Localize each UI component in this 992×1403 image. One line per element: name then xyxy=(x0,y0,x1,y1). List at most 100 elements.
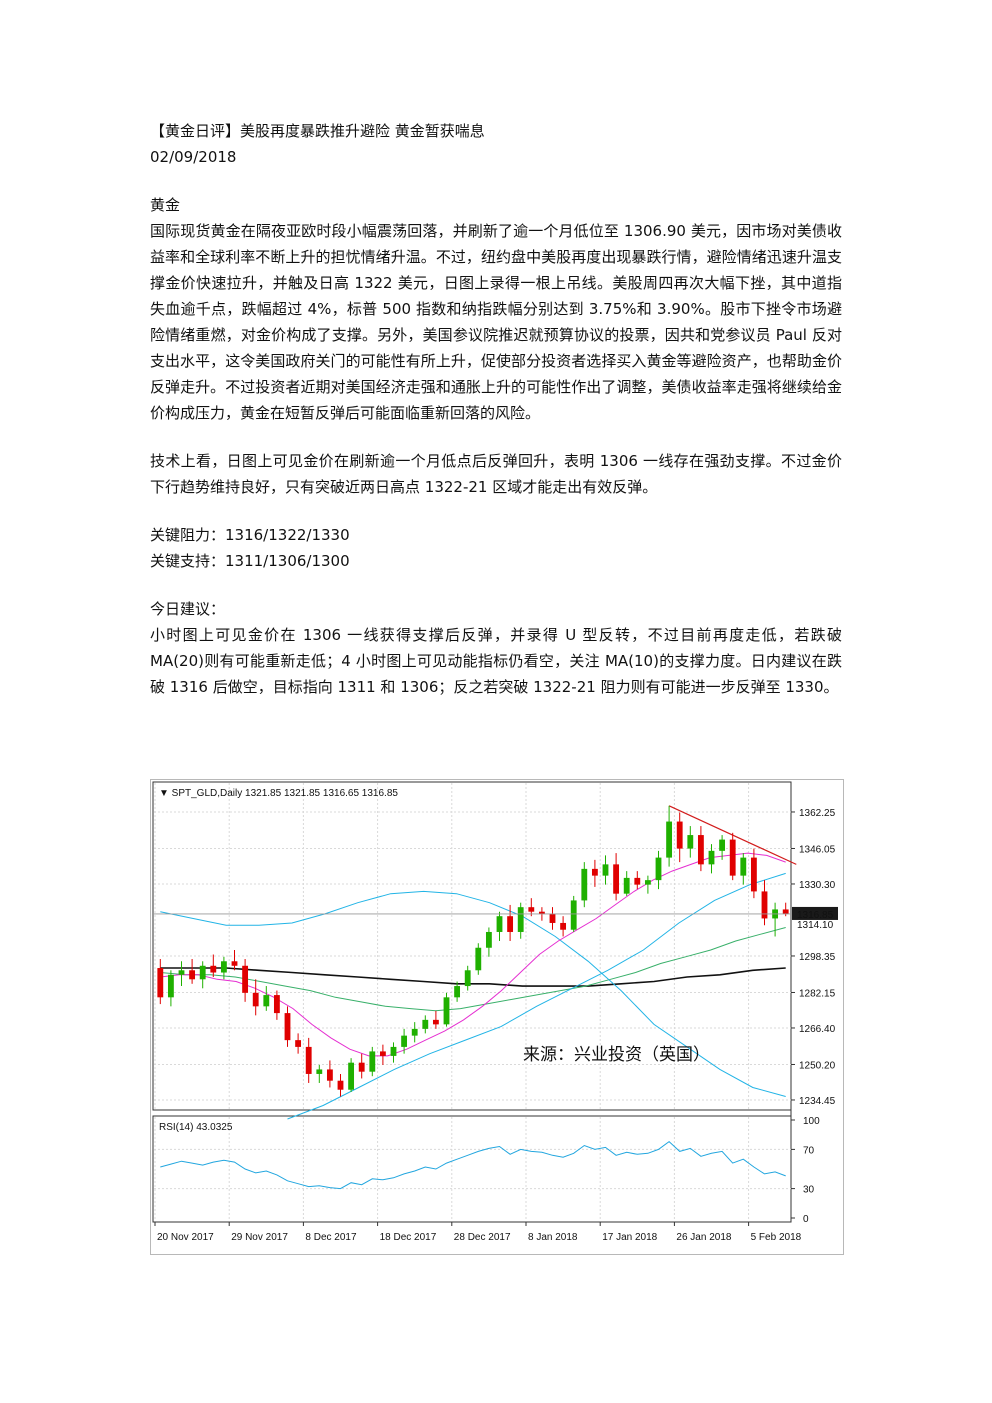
candle-body xyxy=(485,931,492,948)
article-title: 【黄金日评】美股再度暴跌推升避险 黄金暂获喘息 xyxy=(150,122,485,140)
candle-body xyxy=(570,900,577,930)
candle-body xyxy=(305,1046,312,1074)
rsi-line xyxy=(160,1140,786,1190)
candle-body xyxy=(326,1069,333,1081)
advice-heading: 今日建议： xyxy=(150,600,226,618)
bollinger-lower-line xyxy=(287,872,786,1120)
candle-body xyxy=(316,1069,323,1074)
candle-body xyxy=(740,857,747,876)
candle-body xyxy=(634,877,641,885)
candle-body xyxy=(242,965,249,993)
price-tick-label: 1330.30 xyxy=(799,880,836,891)
candle-body xyxy=(273,995,280,1014)
candle-body xyxy=(390,1046,397,1056)
candle-body xyxy=(538,911,545,914)
candle-body xyxy=(708,850,715,865)
candle-body xyxy=(167,974,174,998)
candle-body xyxy=(263,995,270,1007)
candle-body xyxy=(464,970,471,987)
symbol-header: ▼ SPT_GLD,Daily 1321.85 1321.85 1316.65 … xyxy=(159,788,398,799)
candle-body xyxy=(687,835,694,849)
candle-body xyxy=(475,947,482,971)
key-resistance: 关键阻力：1316/1322/1330 xyxy=(150,526,350,544)
candle-body xyxy=(528,907,535,912)
paragraph-technical: 技术上看，日图上可见金价在刷新逾一个月低点后反弹回升，表明 1306 一线存在强… xyxy=(150,452,842,496)
candle-body xyxy=(560,922,567,930)
article-date: 02/09/2018 xyxy=(150,148,237,166)
candle-body xyxy=(697,835,704,865)
x-tick-label: 29 Nov 2017 xyxy=(231,1232,288,1243)
candle-body xyxy=(348,1062,355,1090)
candle-body xyxy=(422,1019,429,1029)
candle-body xyxy=(337,1080,344,1090)
candle-body xyxy=(454,986,461,998)
candle-body xyxy=(761,891,768,919)
candle-body xyxy=(613,864,620,894)
candle-body xyxy=(591,868,598,876)
candle-body xyxy=(507,916,514,932)
candle-body xyxy=(295,1040,302,1047)
candle-body xyxy=(644,880,651,885)
candle-body xyxy=(729,839,736,876)
sma20-line xyxy=(160,852,786,1057)
candle-body xyxy=(602,864,609,876)
candle-body xyxy=(379,1051,386,1056)
gold-daily-chart: 20 Nov 2017 29 Nov 2017 8 Dec 2017 18 Dec 2… xyxy=(150,779,844,1255)
candle-body xyxy=(189,970,196,980)
secondary-price-label: 1314.10 xyxy=(797,920,834,931)
rsi-tick-label: 0 xyxy=(803,1214,809,1225)
candle-body xyxy=(369,1051,376,1072)
candle-body xyxy=(750,857,757,892)
x-tick-label: 26 Jan 2018 xyxy=(676,1232,731,1243)
x-tick-label: 8 Dec 2017 xyxy=(305,1232,357,1243)
rsi-panel-frame xyxy=(152,1115,792,1223)
candle-body xyxy=(157,968,164,998)
x-tick-label: 17 Jan 2018 xyxy=(602,1232,657,1243)
candle-body xyxy=(496,916,503,932)
candle-body xyxy=(220,961,227,973)
paragraph-advice: 小时图上可见金价在 1306 一线获得支撑后反弹，并录得 U 型反转，不过目前再… xyxy=(150,626,842,696)
candle-body xyxy=(676,821,683,849)
price-tick-label: 1282.15 xyxy=(799,988,836,999)
candle-body xyxy=(517,907,524,932)
price-tick-label: 1250.20 xyxy=(799,1060,836,1071)
rsi-header: RSI(14) 43.0325 xyxy=(159,1122,233,1133)
candle-body xyxy=(623,877,630,894)
rsi-tick-label: 70 xyxy=(803,1145,815,1156)
price-tick-label: 1346.05 xyxy=(799,844,836,855)
price-tick-label: 1266.40 xyxy=(799,1024,836,1035)
sma200-line xyxy=(160,967,786,987)
candle-body xyxy=(401,1035,408,1047)
article: 【黄金日评】美股再度暴跌推升避险 黄金暂获喘息 02/09/2018 黄金 国际… xyxy=(150,118,842,700)
x-tick-label: 8 Jan 2018 xyxy=(528,1232,578,1243)
candle-body xyxy=(358,1062,365,1072)
candle-body xyxy=(231,961,238,966)
candle-body xyxy=(581,868,588,901)
candle-body xyxy=(284,1013,291,1041)
candle-body xyxy=(655,857,662,881)
current-price-box xyxy=(792,906,838,920)
price-tick-label: 1234.45 xyxy=(799,1096,836,1107)
key-support: 关键支持：1311/1306/1300 xyxy=(150,552,350,570)
candle-body xyxy=(432,1019,439,1025)
current-price-label: 1316.85 xyxy=(797,910,834,921)
candle-body xyxy=(719,839,726,851)
candle-body xyxy=(199,965,206,980)
candle-body xyxy=(411,1028,418,1036)
x-tick-label: 5 Feb 2018 xyxy=(751,1232,802,1243)
sma100-line xyxy=(160,927,786,1012)
candle-body xyxy=(210,965,217,973)
candle-body xyxy=(782,909,789,914)
section-heading: 黄金 xyxy=(150,196,181,214)
price-tick-label: 1298.35 xyxy=(799,952,836,963)
x-tick-label: 18 Dec 2017 xyxy=(380,1232,437,1243)
candle-body xyxy=(666,821,673,858)
rsi-tick-label: 100 xyxy=(803,1116,820,1127)
x-tick-label: 28 Dec 2017 xyxy=(454,1232,511,1243)
candle-body xyxy=(443,997,450,1025)
x-tick-label: 20 Nov 2017 xyxy=(157,1232,214,1243)
paragraph-fundamentals: 国际现货黄金在隔夜亚欧时段小幅震荡回落，并刷新了逾一个月低位至 1306.90 … xyxy=(150,222,842,422)
source-label: 来源：兴业投资（英国） xyxy=(523,1045,710,1065)
price-tick-label: 1362.25 xyxy=(799,808,836,819)
candle-body xyxy=(549,913,556,923)
